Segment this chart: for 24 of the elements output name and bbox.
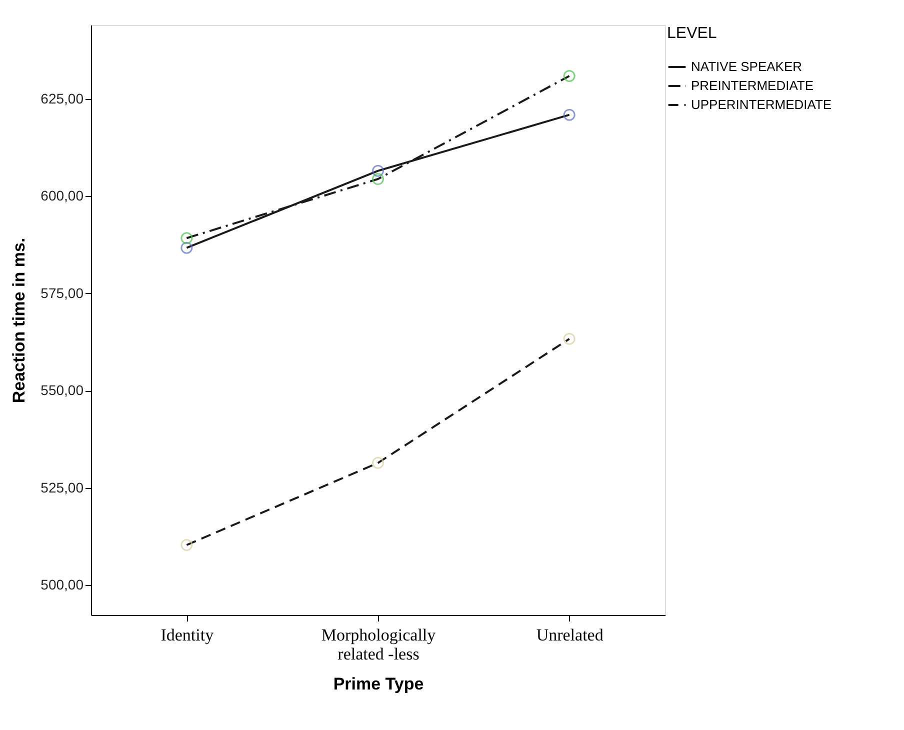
- x-axis-title: Prime Type: [333, 674, 424, 694]
- legend-title: LEVEL: [667, 25, 717, 42]
- legend-label: UPPERINTERMEDIATE: [691, 97, 832, 112]
- point: [563, 70, 576, 82]
- point: [180, 539, 193, 551]
- y-tick-label: 525,00: [40, 479, 84, 496]
- point: [180, 232, 193, 244]
- y-tick-label: 500,00: [40, 576, 84, 593]
- x-tick-label: Morphologically related -less: [321, 626, 436, 664]
- y-axis-title: Reaction time in ms.: [10, 238, 29, 404]
- y-tick-label: 625,00: [40, 90, 84, 106]
- point: [563, 332, 576, 345]
- x-tick-label: Identity: [160, 626, 214, 644]
- point: [372, 456, 384, 469]
- y-tick-label: 575,00: [40, 284, 84, 301]
- legend-label: PREINTERMEDIATE: [691, 78, 814, 93]
- point: [563, 108, 576, 121]
- point: [372, 164, 384, 177]
- y-tick-label: 600,00: [40, 188, 84, 204]
- point: [180, 242, 193, 254]
- x-tick-label: Unrelated: [536, 626, 604, 644]
- legend-label: NATIVE SPEAKER: [691, 59, 802, 74]
- point: [372, 173, 384, 185]
- y-tick-label: 550,00: [40, 382, 84, 398]
